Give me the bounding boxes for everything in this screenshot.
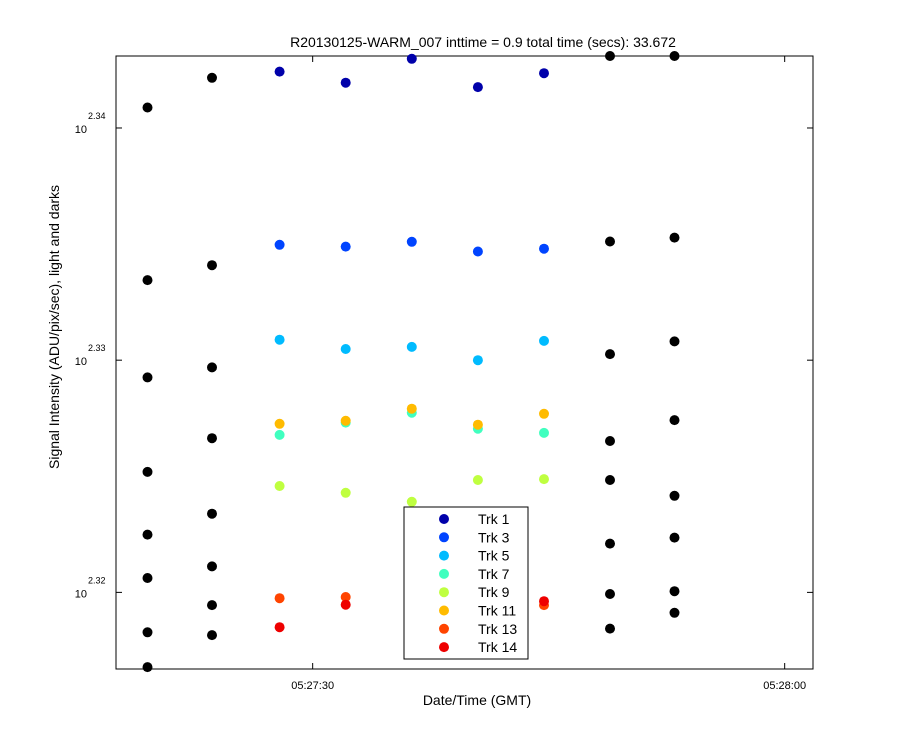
- legend-marker: [439, 532, 449, 543]
- point-trk-11: [274, 418, 285, 429]
- point-trk-11: [340, 415, 351, 426]
- x-tick-label: 05:27:30: [291, 680, 334, 692]
- point-trk-1: [340, 77, 351, 88]
- point-dark: [669, 415, 680, 426]
- legend-marker: [439, 587, 449, 598]
- point-dark: [142, 102, 153, 113]
- point-dark: [669, 232, 680, 243]
- point-dark: [142, 627, 153, 638]
- point-trk-14: [340, 599, 351, 610]
- point-dark: [207, 260, 217, 271]
- point-dark: [605, 623, 615, 634]
- point-trk-9: [539, 474, 549, 485]
- legend-marker: [439, 605, 449, 616]
- point-trk-14: [274, 622, 285, 633]
- point-dark: [605, 436, 615, 446]
- legend-label: Trk 1: [478, 511, 510, 527]
- point-trk-5: [274, 334, 285, 345]
- legend-label: Trk 5: [478, 548, 510, 564]
- point-dark: [669, 607, 680, 618]
- point-dark: [142, 529, 153, 540]
- point-dark: [207, 630, 217, 641]
- y-tick-label-exponent: 2.33: [88, 343, 106, 353]
- point-dark: [207, 508, 217, 519]
- point-trk-3: [406, 236, 417, 247]
- point-trk-13: [274, 593, 285, 604]
- legend-marker: [439, 568, 449, 579]
- legend: Trk 1 Trk 3 Trk 5 Trk 7 Trk 9 Trk 11 Trk 13 Trk…: [403, 506, 529, 660]
- point-dark: [669, 490, 680, 501]
- point-dark: [669, 532, 680, 543]
- point-trk-5: [340, 344, 351, 354]
- point-dark: [605, 475, 615, 485]
- point-trk-7: [539, 427, 549, 438]
- point-trk-9: [472, 475, 483, 485]
- y-tick-label-base: 10: [75, 356, 87, 368]
- point-trk-1: [274, 66, 285, 77]
- point-trk-11: [406, 403, 417, 414]
- y-tick-label-base: 10: [75, 588, 87, 600]
- point-dark: [142, 662, 153, 673]
- point-dark: [142, 573, 153, 583]
- legend-marker: [439, 550, 449, 561]
- point-trk-9: [340, 487, 351, 498]
- point-dark: [207, 433, 217, 444]
- point-dark: [605, 538, 615, 549]
- point-trk-3: [539, 243, 549, 254]
- legend-box: [403, 506, 529, 660]
- point-dark: [207, 561, 217, 572]
- y-tick-label-base: 10: [75, 124, 87, 136]
- point-dark: [142, 466, 153, 477]
- y-tick-label-exponent: 2.32: [88, 575, 106, 585]
- point-trk-3: [472, 246, 483, 257]
- point-trk-1: [406, 53, 417, 64]
- point-dark: [207, 362, 217, 373]
- point-dark: [142, 372, 153, 383]
- point-dark: [207, 72, 217, 83]
- point-trk-1: [539, 68, 549, 79]
- point-dark: [605, 51, 615, 61]
- point-dark: [669, 586, 680, 597]
- point-dark: [605, 236, 615, 247]
- point-dark: [207, 600, 217, 611]
- legend-marker: [439, 514, 449, 524]
- y-tick-label-exponent: 2.34: [88, 111, 106, 121]
- legend-label: Trk 9: [478, 584, 510, 600]
- point-dark: [669, 336, 680, 347]
- point-trk-5: [472, 355, 483, 366]
- point-trk-11: [472, 419, 483, 430]
- point-trk-5: [406, 341, 417, 352]
- point-dark: [605, 589, 615, 599]
- chart-title: R20130125-WARM_007 inttime = 0.9 total t…: [290, 34, 676, 50]
- point-dark: [605, 349, 615, 360]
- point-trk-5: [539, 335, 549, 346]
- legend-label: Trk 7: [478, 566, 510, 582]
- point-trk-9: [406, 496, 417, 507]
- legend-label: Trk 11: [478, 603, 516, 619]
- point-trk-3: [340, 241, 351, 252]
- x-tick-label: 05:28:00: [763, 680, 806, 692]
- y-axis-label: Signal Intensity (ADU/pix/sec), light an…: [46, 185, 62, 469]
- legend-label: Trk 3: [478, 529, 510, 545]
- point-trk-13: [340, 592, 351, 602]
- legend-marker: [439, 642, 449, 653]
- point-dark: [142, 275, 153, 286]
- data-points: [142, 51, 680, 673]
- x-axis-label: Date/Time (GMT): [423, 692, 531, 708]
- legend-label: Trk 14: [478, 639, 517, 655]
- legend-marker: [439, 623, 449, 634]
- point-trk-11: [539, 408, 549, 419]
- point-dark: [669, 51, 680, 61]
- point-trk-14: [539, 596, 549, 607]
- legend-label: Trk 13: [478, 621, 517, 637]
- point-trk-9: [274, 481, 285, 491]
- point-trk-1: [472, 82, 483, 93]
- point-trk-3: [274, 239, 285, 250]
- point-trk-7: [274, 429, 285, 440]
